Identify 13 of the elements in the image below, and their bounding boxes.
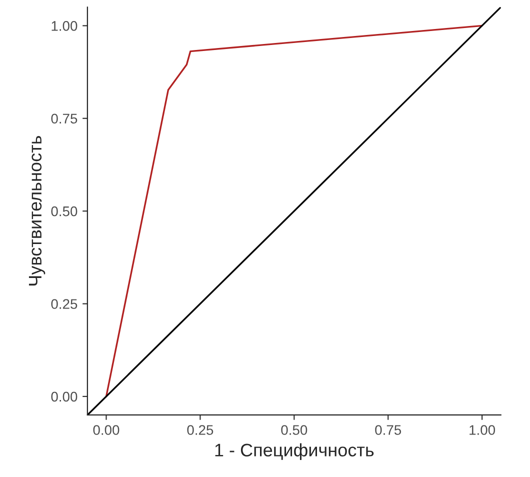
y-axis-title: Чувствительность — [28, 136, 46, 286]
y-tick-label: 0.00 — [51, 392, 78, 402]
y-tick-label: 0.75 — [51, 114, 78, 124]
x-tick-label: 0.50 — [281, 425, 308, 435]
x-tick-label: 1.00 — [470, 425, 496, 435]
line-series — [105, 24, 483, 398]
y-tick-label: 1.00 — [52, 21, 78, 31]
x-tick-label: 0.25 — [187, 425, 214, 435]
x-axis-title: 1 - Специфичность — [215, 443, 374, 460]
x-tick-label: 0.00 — [93, 425, 120, 435]
y-tick-label: 0.25 — [51, 299, 78, 309]
x-tick-label: 0.75 — [375, 425, 402, 435]
y-tick-label: 0.50 — [51, 206, 78, 216]
